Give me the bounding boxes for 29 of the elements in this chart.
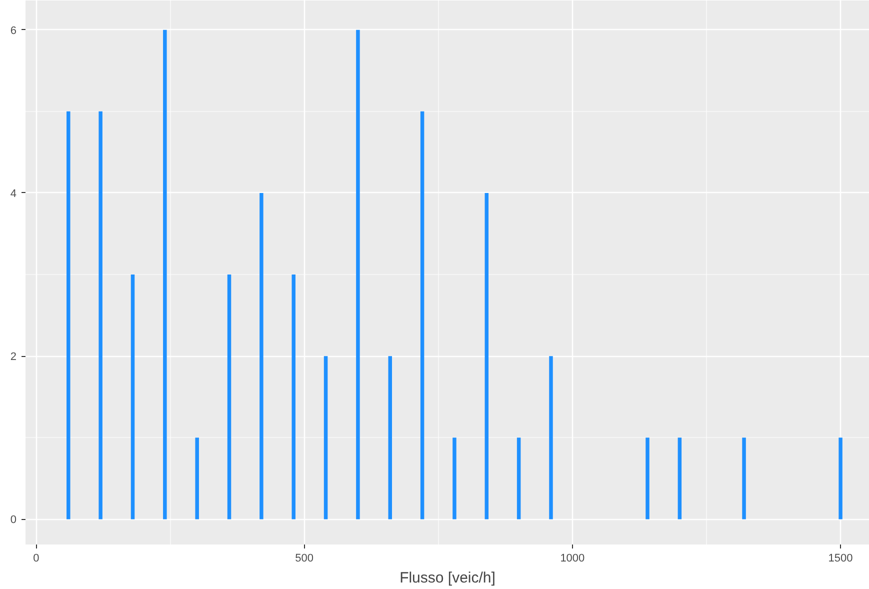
- y-tick-label: 6: [10, 24, 17, 37]
- bar: [549, 356, 553, 520]
- bar: [324, 356, 328, 520]
- bar: [388, 356, 392, 520]
- bar: [163, 30, 167, 520]
- bar: [420, 111, 424, 520]
- x-tick-label: 0: [33, 552, 40, 564]
- bar: [130, 274, 135, 520]
- bar: [98, 111, 102, 520]
- bar: [452, 438, 456, 520]
- y-tick-label: 0: [10, 514, 17, 526]
- x-tick-label: 1000: [560, 552, 585, 564]
- bar: [292, 274, 296, 520]
- x-tick-label: 1500: [828, 552, 853, 564]
- bar: [838, 438, 842, 520]
- x-axis-title: Flusso [veic/h]: [400, 570, 496, 586]
- bar: [66, 111, 70, 520]
- bar: [646, 438, 650, 520]
- y-tick-label: 2: [10, 351, 17, 364]
- bar: [227, 274, 232, 520]
- y-tick-label: 4: [10, 188, 17, 200]
- bar: [195, 438, 199, 520]
- bar: [260, 192, 264, 520]
- bar: [678, 438, 682, 520]
- bar: [484, 192, 489, 520]
- bar: [356, 30, 360, 520]
- bar: [516, 438, 521, 520]
- x-tick-label: 500: [295, 552, 314, 564]
- bar: [742, 438, 746, 520]
